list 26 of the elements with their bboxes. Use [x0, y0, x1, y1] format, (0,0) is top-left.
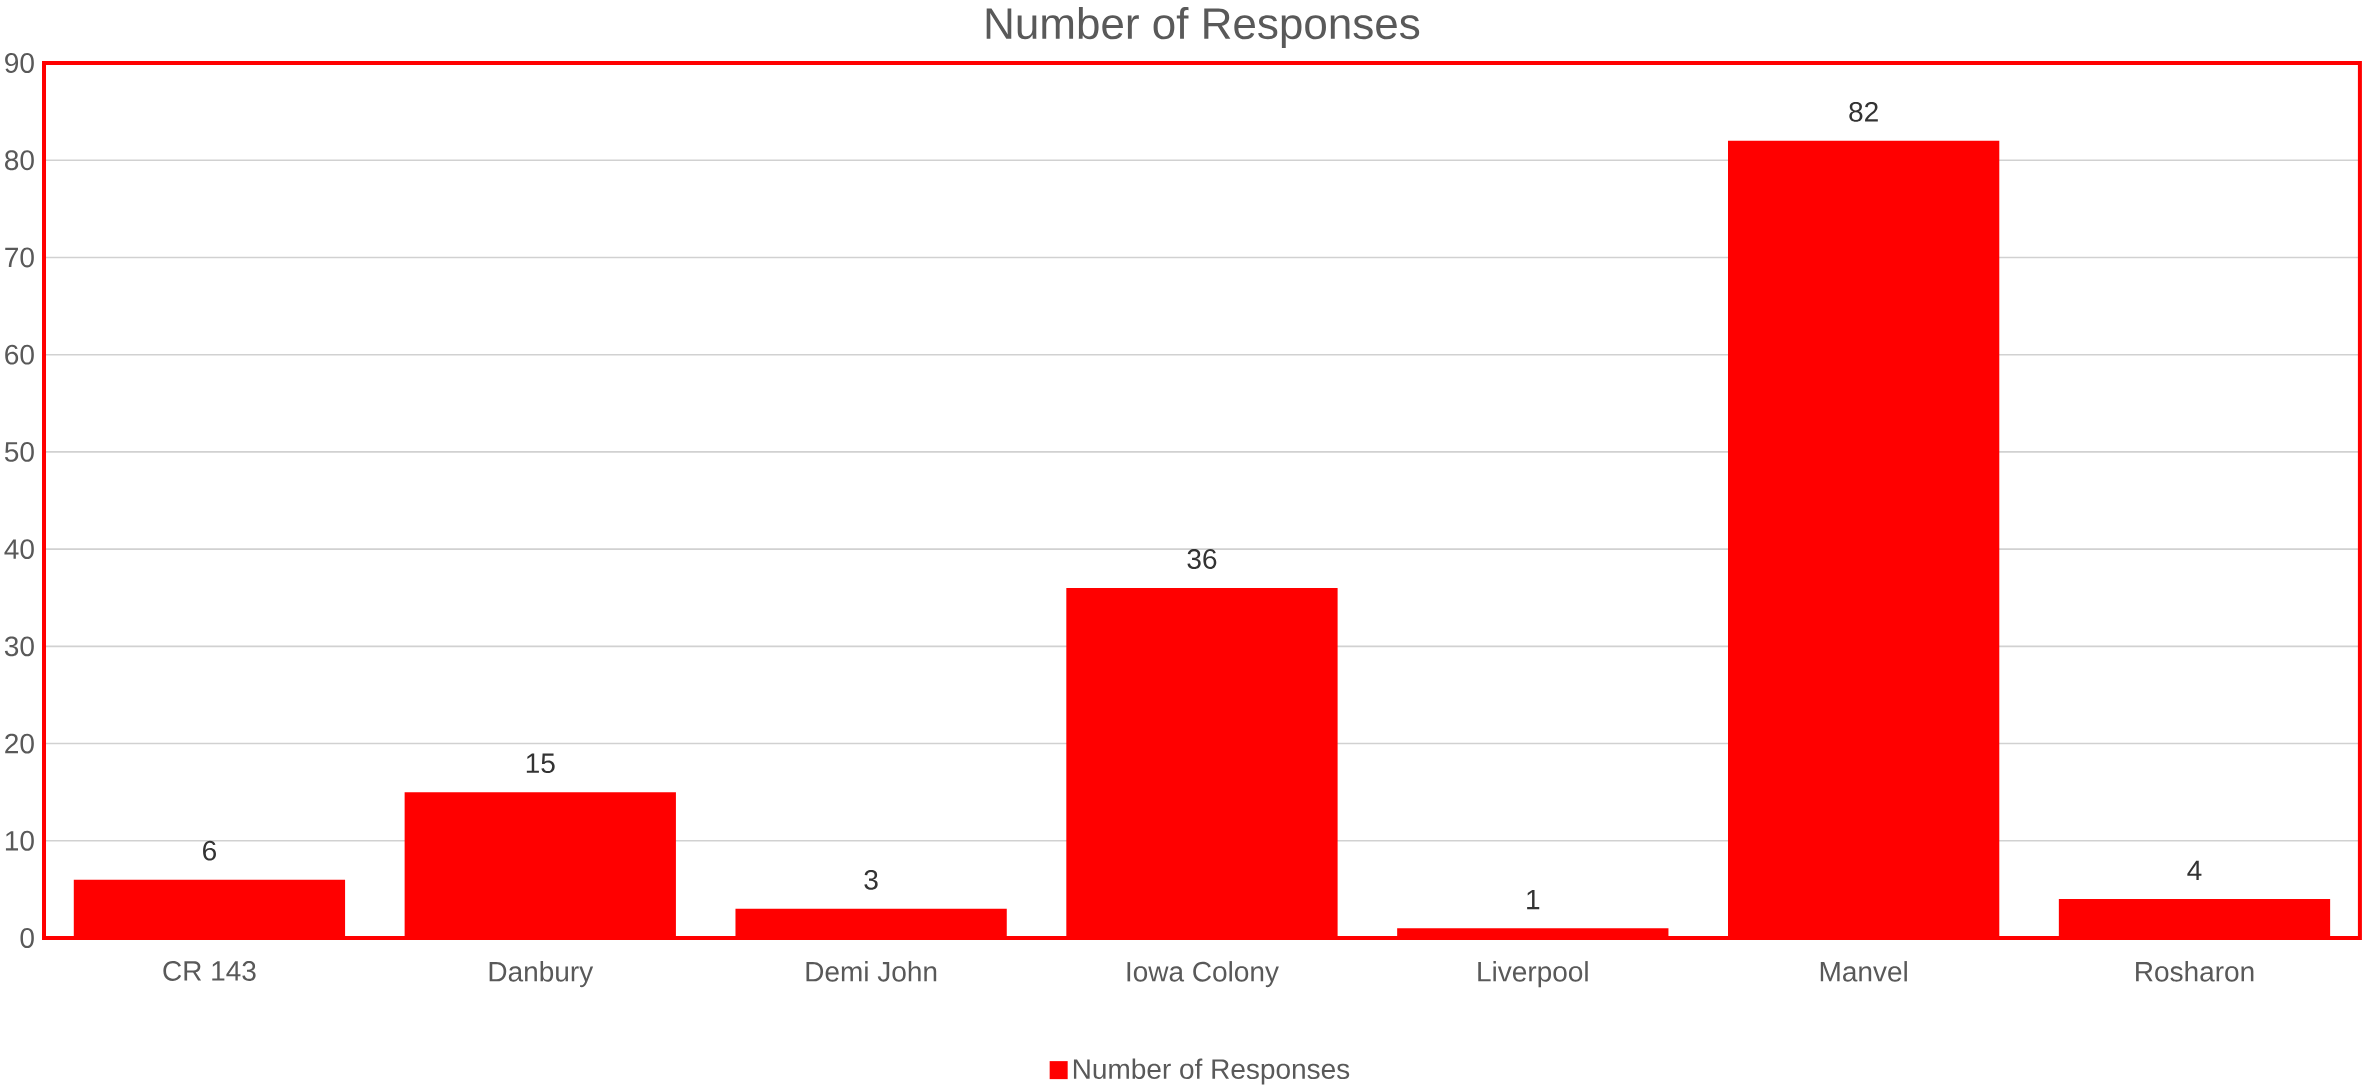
data-label: 15 [526, 753, 555, 774]
y-tick-label: 80 [5, 150, 34, 171]
y-tick-label: 60 [5, 344, 34, 365]
y-tick-label: 0 [20, 928, 34, 948]
data-label: 4 [2187, 860, 2202, 881]
data-label: 3 [864, 869, 878, 890]
x-tick-label: Rosharon [2136, 961, 2254, 982]
y-tick-label: 50 [4, 441, 34, 462]
x-tick-label: CR 143 [163, 961, 256, 981]
data-label: 36 [1187, 549, 1217, 569]
x-tick-label: Demi John [806, 961, 937, 982]
y-tick-label: 30 [4, 636, 34, 657]
y-tick-label: 20 [5, 733, 34, 754]
legend-label: Number of Responses [1073, 1058, 1350, 1085]
data-label: 6 [203, 840, 216, 861]
x-tick-label: Danbury [489, 961, 594, 988]
x-tick-label: Manvel [1820, 961, 1907, 982]
x-tick-label: Liverpool [1478, 961, 1588, 988]
data-label: 82 [1849, 101, 1878, 122]
data-label: 1 [1527, 889, 1540, 910]
y-tick-label: 40 [4, 539, 34, 560]
y-tick-label: 70 [5, 247, 34, 268]
x-tick-label: Iowa Colony [1127, 961, 1279, 988]
chart-title: Number of Responses [986, 6, 1420, 48]
y-tick-label: 90 [5, 53, 34, 73]
y-tick-label: 10 [5, 830, 34, 851]
